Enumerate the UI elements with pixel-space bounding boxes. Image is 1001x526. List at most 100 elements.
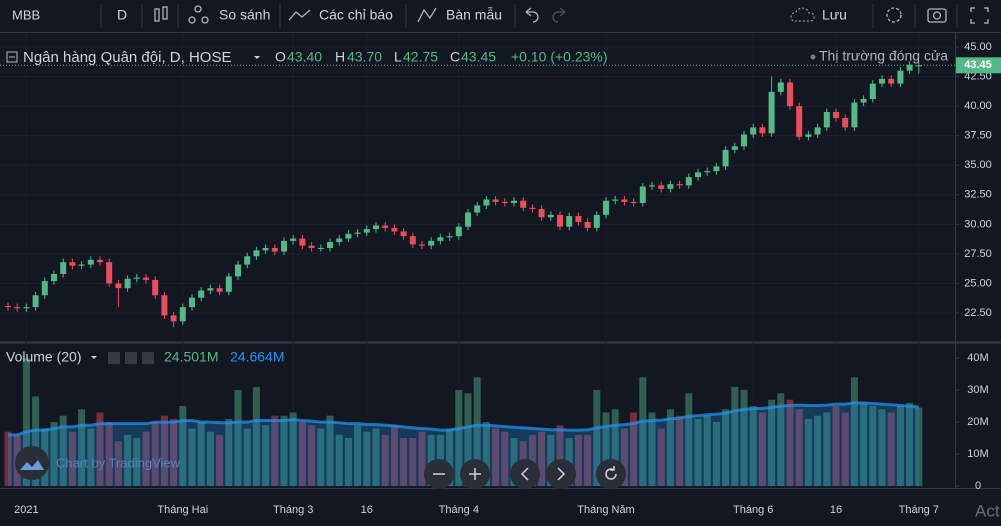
candle-body: [575, 216, 582, 222]
y-tick-label: 40.00: [964, 100, 992, 112]
volume-bar: [390, 425, 398, 487]
candle-body: [731, 146, 738, 150]
volume-bar: [188, 428, 196, 487]
scroll-left-button[interactable]: [510, 459, 540, 489]
x-tick-label: Tháng 3: [273, 504, 313, 516]
volume-bar: [620, 428, 628, 487]
volume-bar: [87, 428, 95, 487]
y-tick-label: 45.00: [964, 41, 992, 53]
volume-bar: [96, 412, 104, 487]
volume-bar: [280, 415, 288, 487]
volume-bar: [685, 393, 693, 487]
volume-bar: [850, 377, 858, 487]
candle-body: [69, 262, 76, 266]
volume-bar: [243, 428, 251, 487]
volume-bar: [666, 409, 674, 487]
legend-c-label: C: [450, 49, 460, 65]
zoom-out-button[interactable]: [424, 459, 454, 489]
candle-body: [317, 247, 324, 249]
candle-body: [593, 214, 600, 228]
candle-body: [14, 307, 21, 309]
last-price-box: [956, 57, 1001, 74]
save-button[interactable]: Lưu: [822, 7, 847, 23]
reset-button[interactable]: [596, 459, 626, 489]
candle-body: [897, 70, 904, 84]
series-title[interactable]: Ngân hàng Quân đội, D, HOSE: [23, 49, 231, 66]
candle-body: [860, 99, 867, 103]
templates-icon[interactable]: [417, 7, 437, 23]
fullscreen-button[interactable]: [970, 7, 989, 24]
snapshot-button[interactable]: [927, 8, 947, 23]
volume-bar: [216, 434, 224, 487]
candle-body: [373, 225, 379, 230]
y-tick-label: 22.50: [964, 307, 992, 319]
candle-body: [750, 127, 757, 135]
x-tick-label: Tháng Hai: [157, 504, 208, 516]
volume-bar: [160, 415, 168, 487]
candle-body: [391, 227, 398, 232]
candle-body: [474, 205, 481, 213]
volume-bar: [795, 409, 803, 487]
candle-body: [281, 240, 287, 252]
candle-body: [695, 172, 701, 178]
zoom-in-button[interactable]: [460, 459, 490, 489]
interval[interactable]: D: [117, 7, 127, 23]
compare-button[interactable]: So sánh: [219, 7, 270, 23]
volume-bar: [326, 415, 334, 487]
title-menu[interactable]: [254, 56, 260, 59]
candle-body: [879, 78, 885, 84]
volume-bar: [298, 422, 306, 487]
volume-bar: [749, 406, 757, 487]
status-dot: [810, 54, 816, 60]
y-tick-label: 42.50: [964, 70, 992, 82]
y-tick-label: 30M: [967, 384, 988, 396]
volume-bar: [308, 425, 316, 487]
templates-button[interactable]: Bàn mẫu: [446, 7, 502, 23]
y-tick-label: 27.50: [964, 248, 992, 260]
indicators-icon[interactable]: [288, 9, 311, 21]
volume-bar: [427, 434, 435, 487]
candle-body: [419, 244, 425, 246]
volume-bar: [841, 412, 849, 487]
volume-bar: [823, 412, 831, 487]
volume-bar: [234, 390, 242, 487]
tradingview-logo[interactable]: [15, 446, 49, 480]
volume-menu[interactable]: [91, 356, 97, 359]
candle-body: [759, 127, 766, 134]
volume-bar: [381, 434, 389, 487]
redo-button[interactable]: [552, 7, 566, 23]
candle-body: [409, 236, 416, 245]
scroll-right-button[interactable]: [546, 459, 576, 489]
volume-bar: [179, 406, 187, 487]
labels: 22.50 25.00 27.50 30.00 32.50 35.00 37.50 40.00…: [14, 41, 1001, 516]
volume-bar: [814, 415, 822, 487]
volume-bar: [464, 393, 472, 487]
undo-button[interactable]: [525, 7, 539, 23]
volume-bar: [363, 431, 371, 487]
volume-bar: [722, 409, 730, 487]
volume-bar: [418, 431, 426, 487]
symbol[interactable]: MBB: [12, 7, 40, 22]
compare-icon[interactable]: [188, 5, 209, 24]
watermark[interactable]: Chart by TradingView: [56, 455, 181, 470]
candle-body: [630, 201, 637, 204]
candle-body: [78, 264, 85, 266]
candle-body: [97, 259, 103, 263]
volume-bar: [538, 431, 546, 487]
cloud-icon[interactable]: [790, 7, 815, 22]
volume-controls[interactable]: [108, 352, 154, 364]
settings-button[interactable]: [886, 7, 902, 23]
candle-body: [327, 242, 333, 248]
candle-body: [814, 127, 821, 135]
indicators-button[interactable]: Các chỉ báo: [319, 7, 393, 23]
candle-body: [869, 83, 876, 100]
volume-bar: [446, 428, 454, 487]
volume-bar: [170, 418, 178, 487]
candle-body: [198, 290, 205, 298]
candle-body: [60, 262, 67, 275]
chart-style-button[interactable]: [154, 6, 168, 22]
volume-title[interactable]: Volume (20): [6, 349, 81, 365]
candle-body: [805, 134, 812, 137]
collapse-toggle[interactable]: [6, 51, 18, 63]
